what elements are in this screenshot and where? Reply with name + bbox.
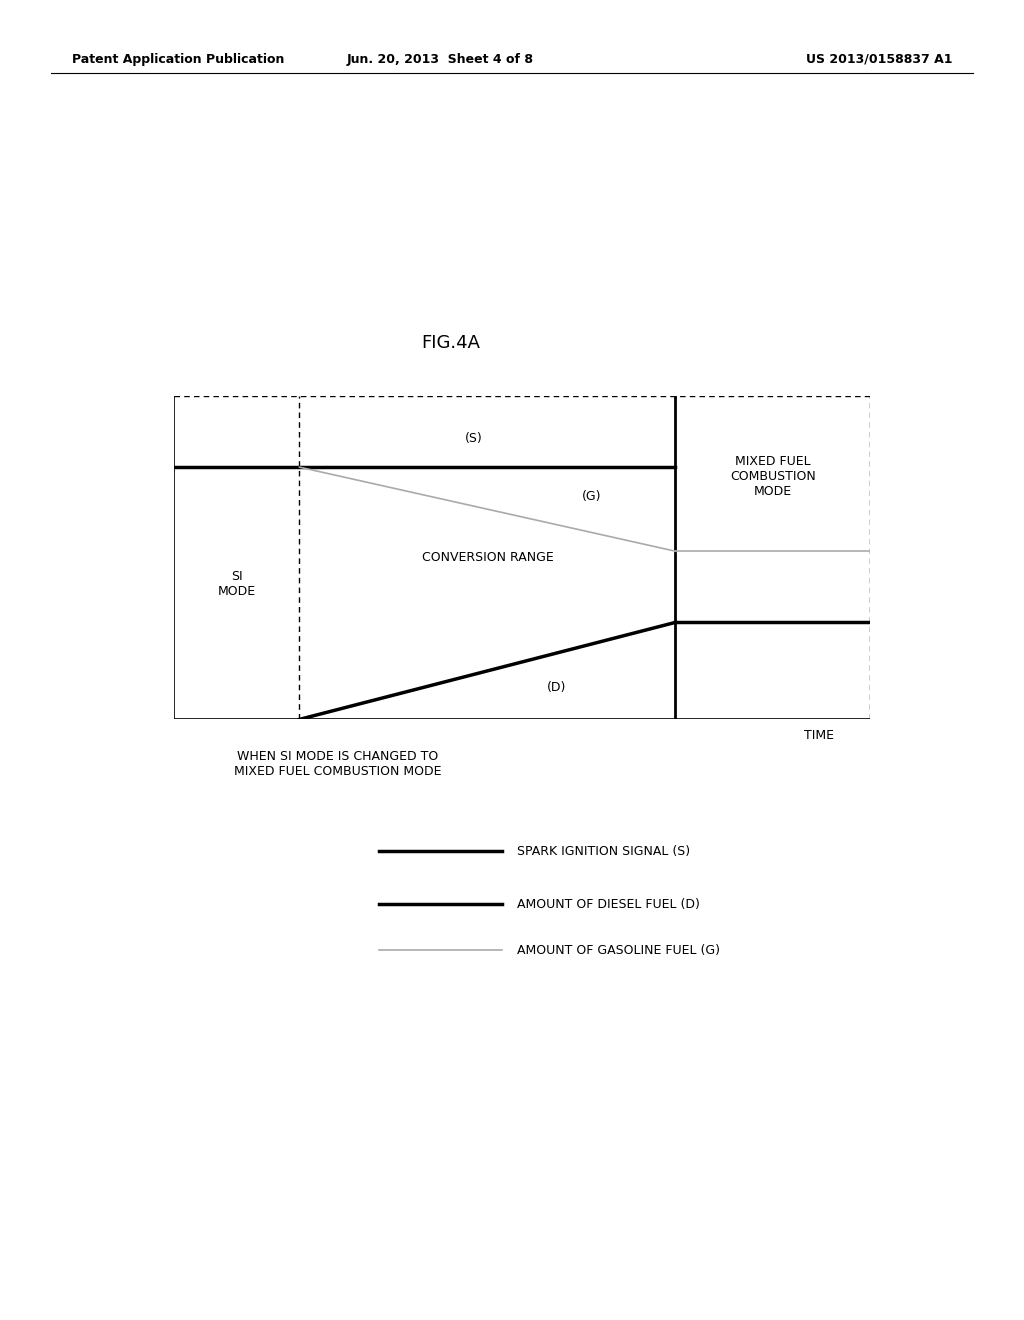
- Text: Patent Application Publication: Patent Application Publication: [72, 53, 284, 66]
- Text: CONVERSION RANGE: CONVERSION RANGE: [422, 552, 553, 564]
- Text: FIG.4A: FIG.4A: [421, 334, 480, 352]
- Text: (D): (D): [548, 681, 566, 693]
- Text: TIME: TIME: [804, 729, 835, 742]
- Text: Jun. 20, 2013  Sheet 4 of 8: Jun. 20, 2013 Sheet 4 of 8: [347, 53, 534, 66]
- Text: (G): (G): [582, 490, 602, 503]
- Text: SPARK IGNITION SIGNAL (S): SPARK IGNITION SIGNAL (S): [517, 845, 690, 858]
- Text: SI
MODE: SI MODE: [218, 569, 256, 598]
- Text: AMOUNT OF GASOLINE FUEL (G): AMOUNT OF GASOLINE FUEL (G): [517, 944, 720, 957]
- Text: US 2013/0158837 A1: US 2013/0158837 A1: [806, 53, 952, 66]
- Text: (S): (S): [465, 432, 482, 445]
- Text: MIXED FUEL
COMBUSTION
MODE: MIXED FUEL COMBUSTION MODE: [730, 455, 816, 499]
- Text: AMOUNT OF DIESEL FUEL (D): AMOUNT OF DIESEL FUEL (D): [517, 898, 700, 911]
- Text: WHEN SI MODE IS CHANGED TO
MIXED FUEL COMBUSTION MODE: WHEN SI MODE IS CHANGED TO MIXED FUEL CO…: [234, 750, 441, 777]
